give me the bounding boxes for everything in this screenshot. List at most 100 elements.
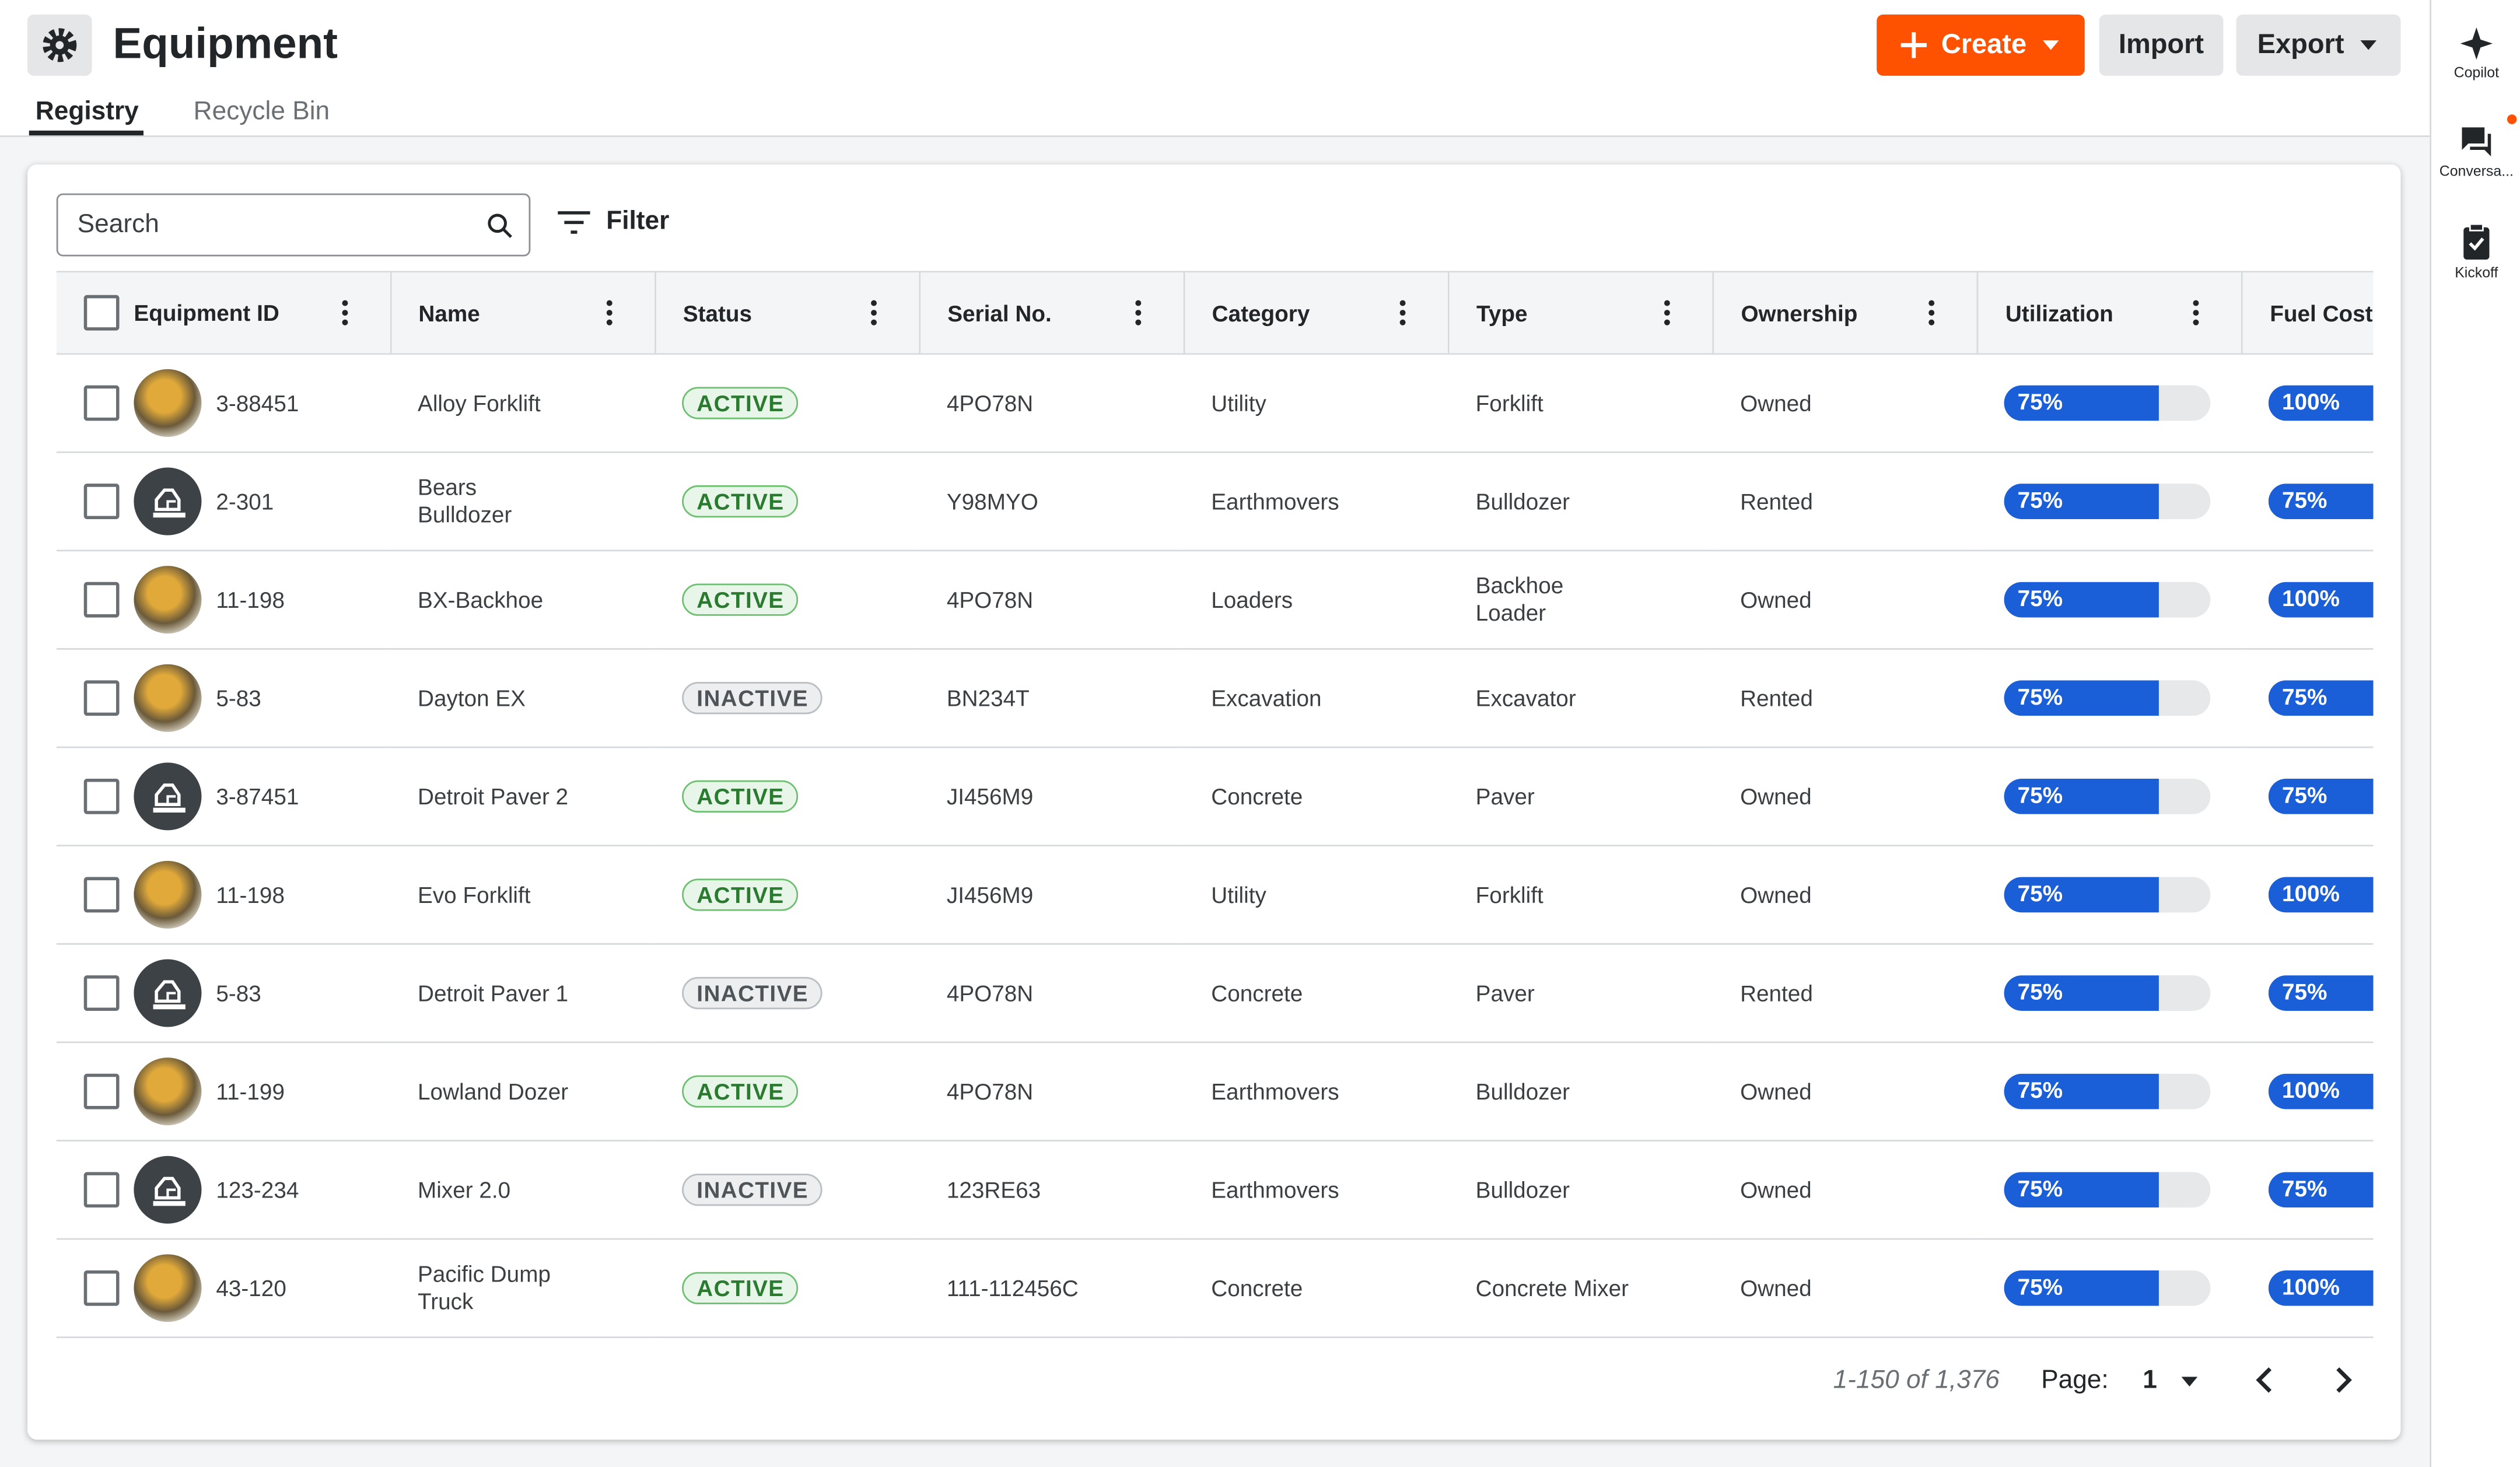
cell: 5-83 — [56, 649, 391, 748]
table-row[interactable]: 11-199 Lowland Dozer ACTIVE 4PO78N Earthmove… — [56, 1042, 2374, 1142]
checkbox[interactable] — [83, 1172, 120, 1208]
tab[interactable]: Recycle Bin — [193, 98, 330, 126]
table-row[interactable]: 3-87451 Detroit Paver 2 ACTIVE JI456M9 Concr… — [56, 747, 2374, 847]
cell: Paver — [1448, 944, 1713, 1044]
column-header[interactable]: Status — [654, 271, 921, 355]
progress-label: 75% — [2017, 880, 2063, 906]
table-row[interactable]: 3-88451 Alloy Forklift ACTIVE 4PO78N Utility… — [56, 353, 2374, 453]
category: Earthmovers — [1211, 1177, 1339, 1203]
table-row[interactable]: 5-83 Dayton EX INACTIVE BN234T Excavation Exc… — [56, 649, 2374, 748]
cell: 4PO78N — [919, 1042, 1184, 1142]
progress-fill — [2269, 877, 2374, 913]
progress-fill — [2004, 1270, 2160, 1306]
status-pill: INACTIVE — [682, 682, 823, 715]
column-title: Equipment ID — [134, 300, 279, 326]
table-row[interactable]: 123-234 Mixer 2.0 INACTIVE 123RE63 Earthmove… — [56, 1140, 2374, 1240]
progress-fill — [2004, 975, 2160, 1011]
column-menu[interactable] — [1135, 300, 1141, 331]
category: Utility — [1211, 390, 1266, 416]
checkbox[interactable] — [83, 778, 120, 814]
checkbox[interactable] — [83, 1073, 120, 1109]
column-header[interactable]: Name — [390, 271, 656, 355]
avatar — [134, 1254, 202, 1322]
sidebar-item[interactable]: Copilot — [2431, 26, 2520, 80]
checkbox[interactable] — [83, 484, 120, 519]
column-menu[interactable] — [1928, 300, 1934, 331]
column-menu[interactable] — [1399, 300, 1405, 331]
progress-label: 75% — [2017, 486, 2063, 513]
cell: Dayton EX — [390, 649, 655, 748]
checkbox[interactable] — [83, 1270, 120, 1306]
sidebar-item[interactable]: Kickoff — [2431, 222, 2520, 281]
export-button[interactable]: Export — [2236, 14, 2401, 76]
cell: Utility — [1184, 353, 1448, 453]
name: Mixer 2.0 — [418, 1177, 511, 1203]
table-row[interactable]: 5-83 Detroit Paver 1 INACTIVE 4PO78N Concret… — [56, 944, 2374, 1044]
cell: Excavator — [1448, 649, 1713, 748]
table: Equipment ID Name Status Serial No. Category… — [56, 271, 2374, 1339]
column-header[interactable]: Category — [1184, 271, 1450, 355]
column-title: Status — [682, 300, 752, 327]
progress-label: 75% — [2017, 388, 2063, 415]
cell: 43-120 — [56, 1239, 391, 1339]
avatar — [134, 959, 202, 1027]
column-header[interactable]: Ownership — [1713, 271, 1978, 355]
checkbox[interactable] — [83, 975, 120, 1011]
next-page[interactable] — [2330, 1366, 2356, 1395]
prev-page[interactable] — [2252, 1366, 2278, 1395]
status-pill: ACTIVE — [682, 485, 799, 518]
page-select[interactable]: 1 — [2143, 1367, 2199, 1396]
name: Bears Bulldozer — [418, 474, 512, 527]
progress-fill — [2269, 975, 2374, 1011]
checkbox[interactable] — [83, 877, 120, 913]
checkbox[interactable] — [83, 385, 120, 421]
filter-button[interactable]: Filter — [556, 208, 669, 237]
progress-track: 75% — [2269, 1172, 2374, 1208]
progress-label: 75% — [2017, 978, 2063, 1004]
cell: Owned — [1713, 1239, 1978, 1339]
column-header[interactable]: Fuel Costs — [2241, 271, 2374, 355]
table-row[interactable]: 11-198 Evo Forklift ACTIVE JI456M9 Utility Fo… — [56, 845, 2374, 945]
name: Evo Forklift — [418, 881, 531, 908]
column-header[interactable]: Utilization — [1977, 271, 2243, 355]
type: Concrete Mixer — [1475, 1275, 1629, 1301]
status-pill: ACTIVE — [682, 1272, 799, 1304]
checkbox[interactable] — [83, 582, 120, 618]
avatar — [134, 1156, 202, 1224]
status-pill: ACTIVE — [682, 780, 799, 813]
avatar — [134, 467, 202, 535]
cell: Utility — [1184, 845, 1448, 945]
import-button[interactable]: Import — [2099, 14, 2224, 76]
tab[interactable]: Registry — [35, 98, 139, 126]
checkbox[interactable] — [83, 680, 120, 716]
column-menu[interactable] — [606, 300, 612, 331]
checkbox[interactable] — [83, 295, 120, 331]
category: Concrete — [1211, 1275, 1303, 1301]
column-header[interactable]: Equipment ID — [56, 271, 391, 355]
create-button[interactable]: Create — [1877, 14, 2085, 76]
column-menu[interactable] — [2193, 300, 2199, 331]
sidebar-item[interactable]: Conversa... — [2431, 124, 2520, 179]
column-menu[interactable] — [341, 300, 348, 331]
cell: Forklift — [1448, 845, 1713, 945]
column-header[interactable]: Type — [1448, 271, 1714, 355]
progress-fill — [2004, 1073, 2160, 1109]
cell: 11-198 — [56, 550, 391, 650]
progress-label: 75% — [2281, 1175, 2328, 1202]
cell: 2-301 — [56, 452, 391, 552]
column-header[interactable]: Serial No. — [919, 271, 1185, 355]
equipment-id: 3-88451 — [216, 390, 299, 416]
progress-label: 75% — [2281, 782, 2328, 808]
search-input[interactable]: Search — [56, 193, 531, 257]
column-menu[interactable] — [1664, 300, 1670, 331]
cell: 75% — [2241, 1140, 2374, 1240]
table-row[interactable]: 2-301 Bears Bulldozer ACTIVE Y98MYO Earthmov… — [56, 452, 2374, 552]
ownership: Rented — [1740, 685, 1813, 711]
cell: 75% — [1977, 944, 2242, 1044]
table-row[interactable]: 11-198 BX-Backhoe ACTIVE 4PO78N Loaders Backh… — [56, 550, 2374, 650]
category: Loaders — [1211, 586, 1293, 612]
table-row[interactable]: 43-120 Pacific Dump Truck ACTIVE 111-112456… — [56, 1239, 2374, 1339]
column-title: Ownership — [1741, 300, 1858, 327]
ownership: Owned — [1740, 390, 1812, 416]
column-menu[interactable] — [870, 300, 877, 331]
